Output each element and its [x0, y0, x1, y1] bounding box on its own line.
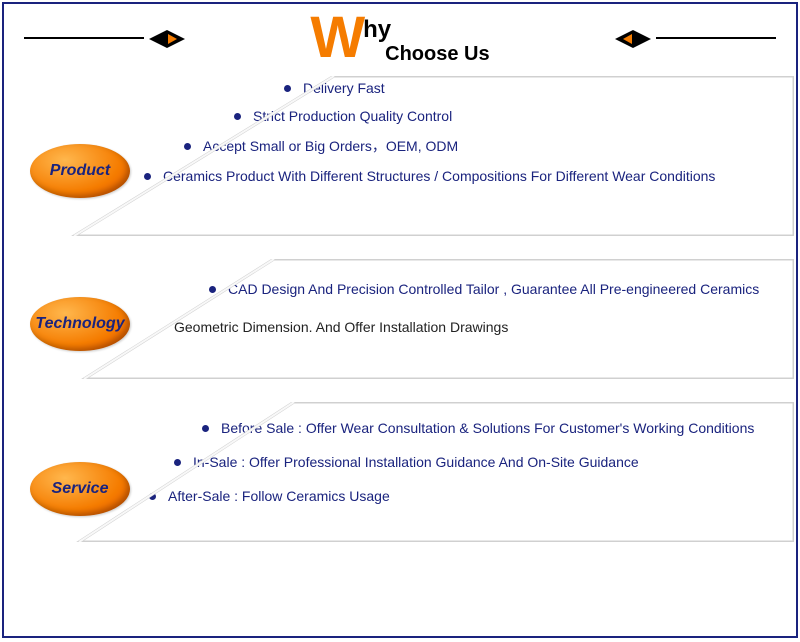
service-badge: Service [30, 462, 130, 516]
service-badge-label: Service [52, 480, 109, 498]
technology-badge-label: Technology [35, 315, 124, 333]
section-service: Service Before Sale : Offer Wear Consult… [34, 396, 796, 561]
header: W hy Choose Us [4, 4, 796, 68]
header-line-left [24, 37, 144, 39]
product-badge-label: Product [50, 162, 110, 180]
logo: W hy Choose Us [310, 9, 489, 67]
service-triangle [34, 402, 794, 542]
product-badge: Product [30, 144, 130, 198]
header-line-right [656, 37, 776, 39]
sections: Product Delivery Fast Strict Production … [4, 70, 796, 561]
title-text: hy Choose Us [363, 18, 489, 64]
technology-badge: Technology [30, 297, 130, 351]
section-technology: Technology CAD Design And Precision Cont… [34, 253, 796, 388]
title-why-rest: hy [363, 18, 489, 42]
diamond-decor-right [615, 30, 651, 48]
section-product: Product Delivery Fast Strict Production … [34, 70, 796, 245]
diamond-decor-left [149, 30, 185, 48]
logo-w: W [310, 9, 361, 67]
main-panel: W hy Choose Us Product Delivery Fast Str… [2, 2, 798, 638]
technology-triangle [34, 259, 794, 379]
title-subtitle: Choose Us [385, 44, 489, 64]
product-triangle [34, 76, 794, 236]
